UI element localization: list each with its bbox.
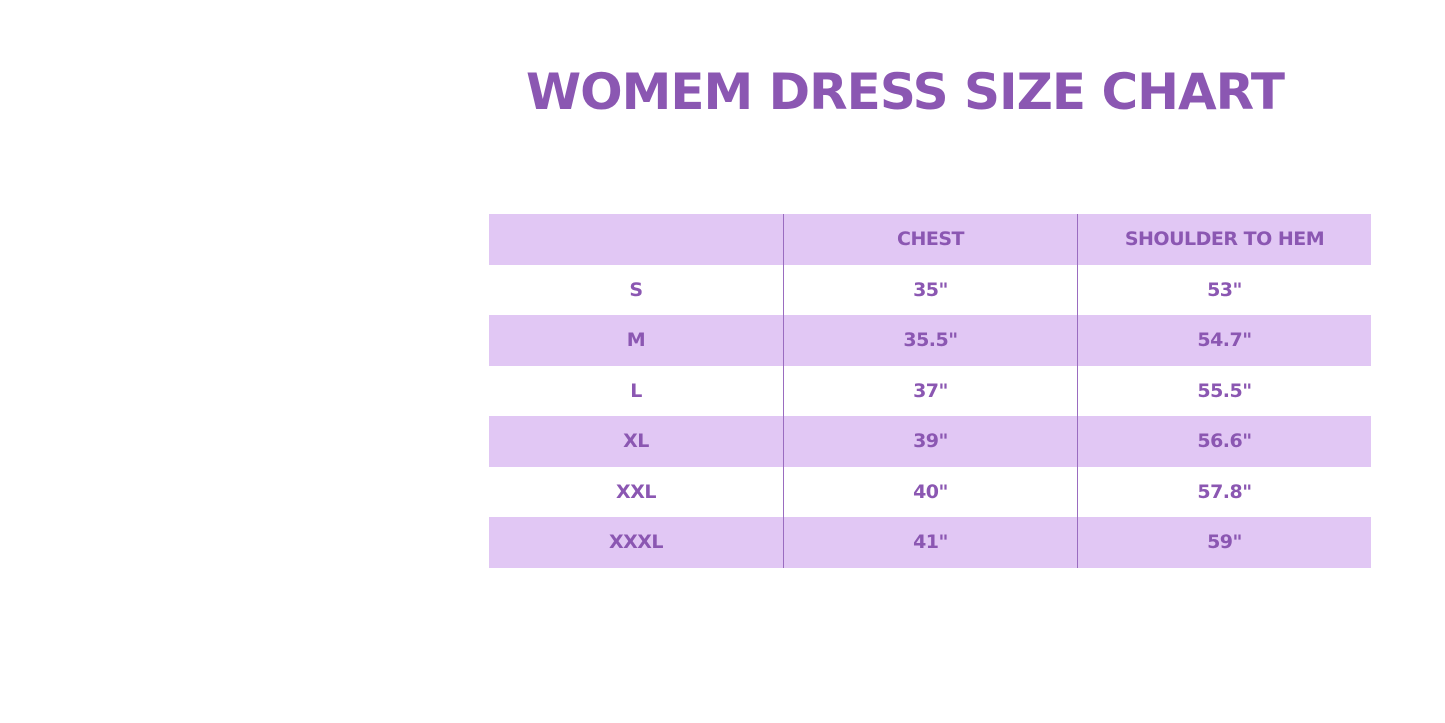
- table-cell: 39": [783, 416, 1077, 467]
- table-row: XXL 40" 57.8": [489, 466, 1371, 517]
- table-cell: XL: [623, 430, 649, 453]
- table-cell: 35": [783, 264, 1077, 315]
- table-cell: 37": [783, 365, 1077, 416]
- table-cell: 53": [1077, 264, 1371, 315]
- table-cell: M: [626, 329, 646, 352]
- table-cell: S: [629, 278, 643, 301]
- table-cell: 59": [1077, 517, 1371, 568]
- table-cell: XXL: [616, 480, 656, 503]
- header-row: CHEST SHOULDER TO HEM: [489, 214, 1371, 265]
- header-cell: [489, 214, 783, 265]
- table-cell: 41": [783, 517, 1077, 568]
- table-row: S 35" 53": [489, 264, 1371, 315]
- header-cell: SHOULDER TO HEM: [1077, 214, 1371, 265]
- table-cell: 56.6": [1077, 416, 1371, 467]
- table-row: M 35.5" 54.7": [489, 315, 1371, 366]
- table-row: XL 39" 56.6": [489, 416, 1371, 467]
- table-cell: 40": [783, 466, 1077, 517]
- title: WOMEM DRESS SIZE CHART: [525, 63, 1285, 121]
- table-row: L 37" 55.5": [489, 365, 1371, 416]
- size-table: CHEST SHOULDER TO HEM S 35" 53" M 35.5" 54.7" L…: [489, 214, 1371, 568]
- table-row: XXXL 41" 59": [489, 517, 1371, 568]
- table-cell: 35.5": [783, 315, 1077, 366]
- table-cell: L: [630, 379, 642, 402]
- table-cell: 57.8": [1077, 466, 1371, 517]
- table-cell: 55.5": [1077, 365, 1371, 416]
- header-cell: CHEST: [783, 214, 1077, 265]
- table-cell: 54.7": [1077, 315, 1371, 366]
- table-cell: XXXL: [608, 531, 664, 554]
